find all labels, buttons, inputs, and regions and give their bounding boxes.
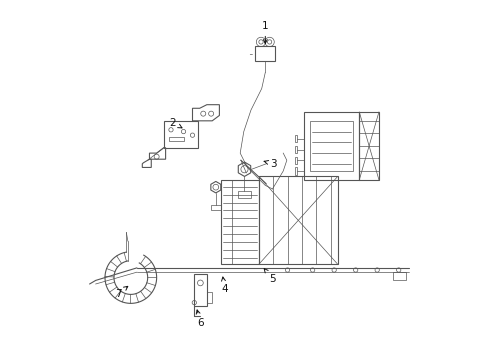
Text: 5: 5 (264, 269, 275, 284)
Text: 2: 2 (169, 118, 182, 128)
Text: 4: 4 (221, 277, 227, 294)
Text: 7: 7 (115, 286, 127, 299)
Text: 1: 1 (262, 21, 268, 44)
Text: 6: 6 (196, 310, 203, 328)
Text: 3: 3 (264, 159, 276, 169)
